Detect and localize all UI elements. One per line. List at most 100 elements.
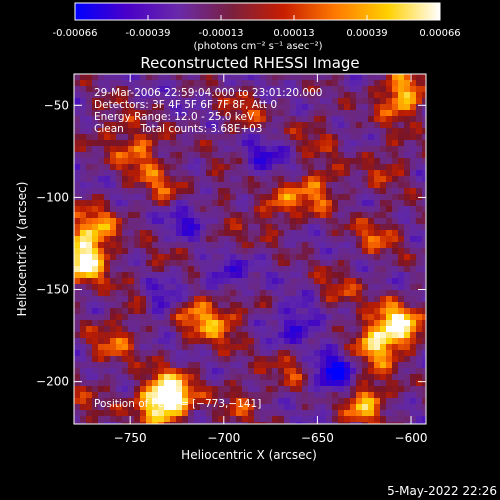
heatmap-cell <box>134 248 141 255</box>
heatmap-cell <box>362 140 369 147</box>
heatmap-cell <box>296 272 303 279</box>
heatmap-cell <box>356 260 363 267</box>
heatmap-cell <box>332 200 339 207</box>
heatmap-cell <box>218 242 225 249</box>
heatmap-cell <box>218 158 225 165</box>
heatmap-cell <box>284 404 291 411</box>
heatmap-cell <box>224 404 231 411</box>
heatmap-cell <box>374 158 381 165</box>
heatmap-cell <box>74 104 81 111</box>
heatmap-cell <box>116 116 123 123</box>
heatmap-cell <box>122 362 129 369</box>
heatmap-cell <box>254 302 261 309</box>
heatmap-cell <box>140 308 147 315</box>
heatmap-cell <box>74 74 81 81</box>
heatmap-cell <box>128 200 135 207</box>
heatmap-cell <box>308 194 315 201</box>
heatmap-cell <box>284 230 291 237</box>
heatmap-cell <box>218 170 225 177</box>
heatmap-cell <box>104 320 111 327</box>
heatmap-cell <box>140 248 147 255</box>
heatmap-cell <box>266 104 273 111</box>
heatmap-cell <box>116 416 123 423</box>
heatmap-cell <box>170 74 177 81</box>
heatmap-cell <box>380 122 387 129</box>
heatmap-cell <box>338 302 345 309</box>
heatmap-cell <box>98 374 105 381</box>
heatmap-cell <box>290 374 297 381</box>
heatmap-cell <box>86 80 93 87</box>
heatmap-cell <box>272 404 279 411</box>
heatmap-cell <box>242 398 249 405</box>
heatmap-cell <box>254 356 261 363</box>
heatmap-cell <box>188 140 195 147</box>
heatmap-cell <box>236 92 243 99</box>
heatmap-cell <box>212 398 219 405</box>
heatmap-cell <box>332 356 339 363</box>
heatmap-cell <box>350 200 357 207</box>
heatmap-cell <box>206 362 213 369</box>
heatmap-cell <box>362 200 369 207</box>
heatmap-cell <box>128 332 135 339</box>
heatmap-cell <box>104 266 111 273</box>
heatmap-cell <box>314 398 321 405</box>
heatmap-cell <box>134 236 141 243</box>
heatmap-cell <box>338 320 345 327</box>
heatmap-cell <box>218 296 225 303</box>
heatmap-cell <box>98 356 105 363</box>
heatmap-cell <box>248 326 255 333</box>
heatmap-cell <box>122 278 129 285</box>
heatmap-cell <box>296 128 303 135</box>
heatmap-cell <box>332 164 339 171</box>
heatmap-cell <box>248 302 255 309</box>
heatmap-cell <box>296 200 303 207</box>
heatmap-cell <box>326 116 333 123</box>
heatmap-cell <box>350 134 357 141</box>
heatmap-cell <box>314 206 321 213</box>
heatmap-cell <box>182 398 189 405</box>
heatmap-cell <box>194 398 201 405</box>
heatmap-cell <box>284 416 291 423</box>
heatmap-cell <box>278 218 285 225</box>
heatmap-cell <box>356 278 363 285</box>
heatmap-cell <box>290 188 297 195</box>
heatmap-cell <box>284 104 291 111</box>
heatmap-cell <box>188 104 195 111</box>
heatmap-cell <box>344 290 351 297</box>
heatmap-cell <box>158 410 165 417</box>
heatmap-cell <box>224 182 231 189</box>
heatmap-cell <box>92 362 99 369</box>
heatmap-cell <box>128 170 135 177</box>
heatmap-cell <box>128 362 135 369</box>
heatmap-cell <box>98 134 105 141</box>
heatmap-cell <box>422 158 426 165</box>
heatmap-cell <box>320 416 327 423</box>
heatmap-cell <box>218 74 225 81</box>
heatmap-cell <box>272 296 279 303</box>
heatmap-cell <box>308 98 315 105</box>
axis-ticks: −750 −700 −650 −600−50−100−150−200 <box>36 74 428 445</box>
heatmap-cell <box>218 110 225 117</box>
heatmap-cell <box>332 260 339 267</box>
heatmap-cell <box>98 116 105 123</box>
heatmap-cell <box>266 302 273 309</box>
heatmap-cell <box>158 296 165 303</box>
heatmap-cell <box>290 194 297 201</box>
heatmap-cell <box>152 230 159 237</box>
heatmap-cell <box>272 230 279 237</box>
heatmap-cell <box>116 326 123 333</box>
heatmap-cell <box>80 326 87 333</box>
heatmap-cell <box>116 404 123 411</box>
heatmap-cell <box>266 200 273 207</box>
heatmap-cell <box>152 356 159 363</box>
heatmap-cell <box>254 380 261 387</box>
heatmap-cell <box>374 104 381 111</box>
heatmap-cell <box>158 302 165 309</box>
heatmap-cell <box>356 254 363 261</box>
heatmap-cell <box>206 326 213 333</box>
heatmap-cell <box>98 164 105 171</box>
heatmap-cell <box>416 224 423 231</box>
heatmap-cell <box>188 320 195 327</box>
heatmap-cell <box>326 350 333 357</box>
heatmap-cell <box>416 98 423 105</box>
